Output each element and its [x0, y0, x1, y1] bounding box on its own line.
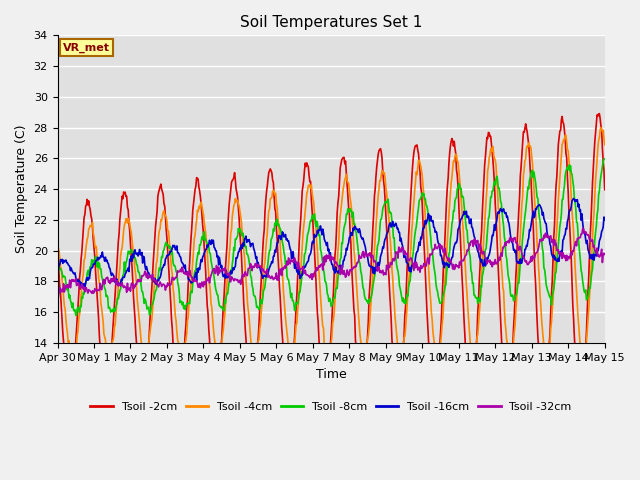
Tsoil -2cm — [601, 187, 609, 192]
Tsoil -2cm — [596, 111, 604, 117]
Tsoil -32cm — [552, 242, 559, 248]
Tsoil -4cm — [54, 234, 61, 240]
Tsoil -16cm — [54, 265, 61, 271]
X-axis label: Time: Time — [316, 368, 346, 381]
Tsoil -16cm — [601, 217, 609, 223]
Line: Tsoil -2cm: Tsoil -2cm — [58, 114, 605, 405]
Tsoil -8cm — [601, 156, 609, 162]
Tsoil -32cm — [198, 279, 205, 285]
Tsoil -32cm — [54, 295, 62, 300]
Tsoil -4cm — [376, 178, 383, 183]
Tsoil -32cm — [54, 292, 61, 298]
Tsoil -8cm — [377, 217, 385, 223]
Line: Tsoil -16cm: Tsoil -16cm — [58, 198, 605, 288]
Tsoil -8cm — [175, 282, 182, 288]
Tsoil -8cm — [54, 265, 61, 271]
Line: Tsoil -4cm: Tsoil -4cm — [58, 128, 605, 362]
Tsoil -2cm — [197, 202, 205, 207]
Tsoil -16cm — [431, 225, 438, 231]
Tsoil -32cm — [323, 256, 331, 262]
Tsoil -2cm — [54, 250, 61, 256]
Tsoil -8cm — [552, 271, 559, 276]
Tsoil -2cm — [540, 402, 548, 408]
Tsoil -8cm — [198, 234, 205, 240]
Tsoil -8cm — [72, 312, 79, 318]
Tsoil -2cm — [173, 384, 181, 390]
Tsoil -2cm — [430, 396, 438, 402]
Tsoil -32cm — [601, 252, 609, 257]
Tsoil -2cm — [376, 147, 383, 153]
Tsoil -32cm — [431, 247, 438, 252]
Line: Tsoil -32cm: Tsoil -32cm — [58, 228, 605, 298]
Tsoil -16cm — [198, 259, 205, 264]
Y-axis label: Soil Temperature (C): Soil Temperature (C) — [15, 125, 28, 253]
Tsoil -8cm — [323, 291, 331, 297]
Tsoil -2cm — [552, 198, 559, 204]
Tsoil -16cm — [377, 254, 385, 260]
Tsoil -4cm — [433, 360, 440, 365]
Line: Tsoil -8cm: Tsoil -8cm — [58, 159, 605, 315]
Tsoil -16cm — [570, 195, 577, 201]
Tsoil -4cm — [552, 258, 559, 264]
Tsoil -8cm — [431, 267, 438, 273]
Title: Soil Temperatures Set 1: Soil Temperatures Set 1 — [240, 15, 422, 30]
Tsoil -4cm — [597, 125, 605, 131]
Tsoil -16cm — [552, 254, 559, 260]
Tsoil -32cm — [377, 268, 385, 274]
Tsoil -4cm — [197, 199, 205, 205]
Text: VR_met: VR_met — [63, 43, 110, 53]
Tsoil -4cm — [430, 336, 438, 341]
Tsoil -32cm — [580, 225, 588, 231]
Tsoil -4cm — [601, 142, 609, 148]
Tsoil -2cm — [323, 386, 330, 392]
Tsoil -4cm — [173, 337, 181, 343]
Tsoil -16cm — [81, 285, 89, 291]
Tsoil -16cm — [323, 240, 331, 245]
Tsoil -32cm — [175, 269, 182, 275]
Tsoil -4cm — [323, 353, 330, 359]
Legend: Tsoil -2cm, Tsoil -4cm, Tsoil -8cm, Tsoil -16cm, Tsoil -32cm: Tsoil -2cm, Tsoil -4cm, Tsoil -8cm, Tsoi… — [86, 398, 576, 417]
Tsoil -16cm — [175, 250, 182, 256]
